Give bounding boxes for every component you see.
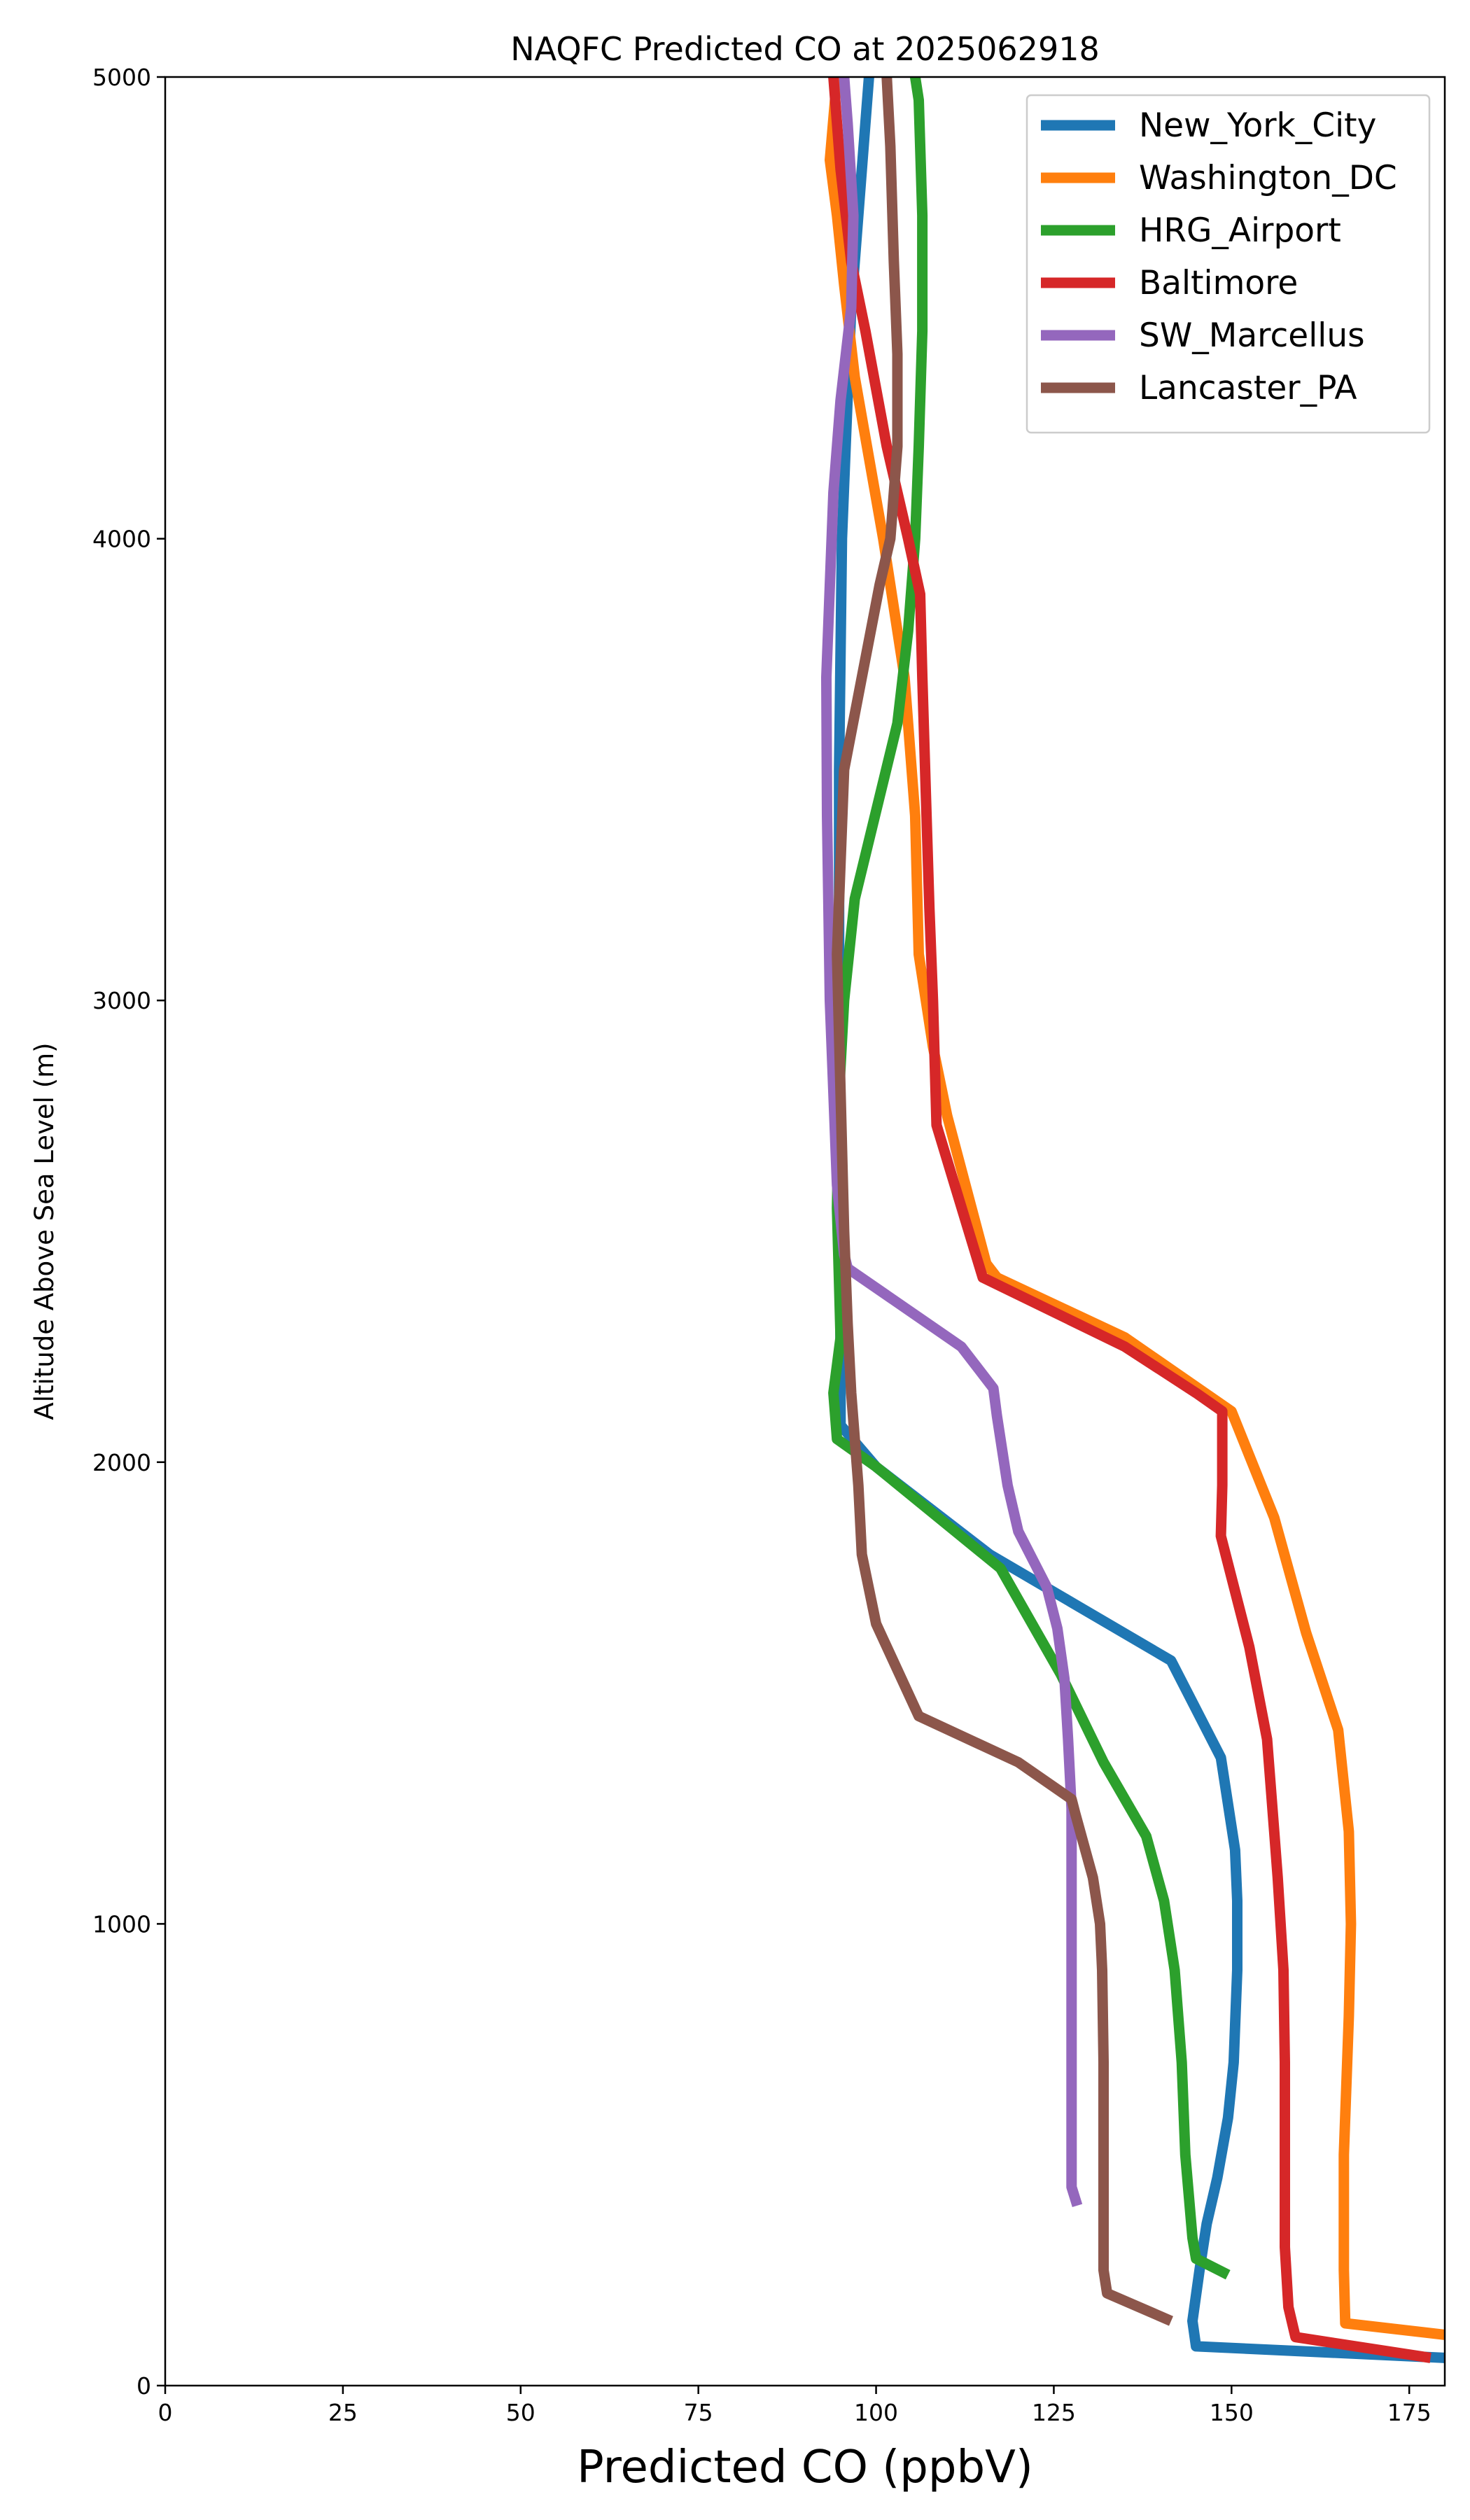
series-layer [821, 77, 1445, 2363]
x-axis-label: Predicted CO (ppbV) [577, 2442, 1033, 2493]
y-tick-label: 3000 [92, 987, 151, 1014]
series-line-sw-marcellus [821, 77, 1083, 2208]
y-axis-label: Altitude Above Sea Level (m) [29, 1042, 59, 1420]
legend-box [1026, 94, 1431, 434]
x-tick-label: 150 [1210, 2399, 1254, 2426]
x-tick-label: 75 [684, 2399, 713, 2426]
series-line-hrg-airport [828, 77, 1231, 2280]
y-tick-label: 4000 [92, 526, 151, 553]
legend-label-lancaster-pa: Lancaster_PA [1139, 369, 1357, 407]
series-line-lancaster-pa [832, 77, 1173, 2326]
legend-label-sw-marcellus: SW_Marcellus [1139, 316, 1365, 355]
legend-label-washington-dc: Washington_DC [1139, 159, 1397, 197]
x-tick-label: 50 [506, 2399, 536, 2426]
axis-layer: 0 25 50 75 100 125 150 175 0 1000 2000 3000 4000 5000 [92, 64, 1432, 2426]
y-tick-label: 2000 [92, 1449, 151, 1476]
y-tick-label: 5000 [92, 64, 151, 91]
chart-title: NAQFC Predicted CO at 2025062918 [510, 30, 1100, 68]
legend-label-hrg-airport: HRG_Airport [1139, 211, 1341, 250]
legend-label-baltimore: Baltimore [1139, 264, 1298, 302]
legend: New_York_City Washington_DC HRG_Airport Bal… [1026, 94, 1431, 434]
series-line-new-york-city [834, 77, 1445, 2363]
plot-frame [164, 76, 1446, 2387]
x-tick-label: 125 [1032, 2399, 1076, 2426]
x-tick-label: 175 [1387, 2399, 1432, 2426]
series-line-baltimore [828, 77, 1432, 2363]
y-tick-label: 0 [136, 2372, 151, 2400]
legend-label-new-york-city: New_York_City [1139, 106, 1376, 145]
y-tick-label: 1000 [92, 1910, 151, 1938]
x-tick-label: 0 [158, 2399, 173, 2426]
series-line-washington-dc [825, 77, 1445, 2340]
x-tick-label: 100 [854, 2399, 898, 2426]
x-tick-label: 25 [328, 2399, 358, 2426]
